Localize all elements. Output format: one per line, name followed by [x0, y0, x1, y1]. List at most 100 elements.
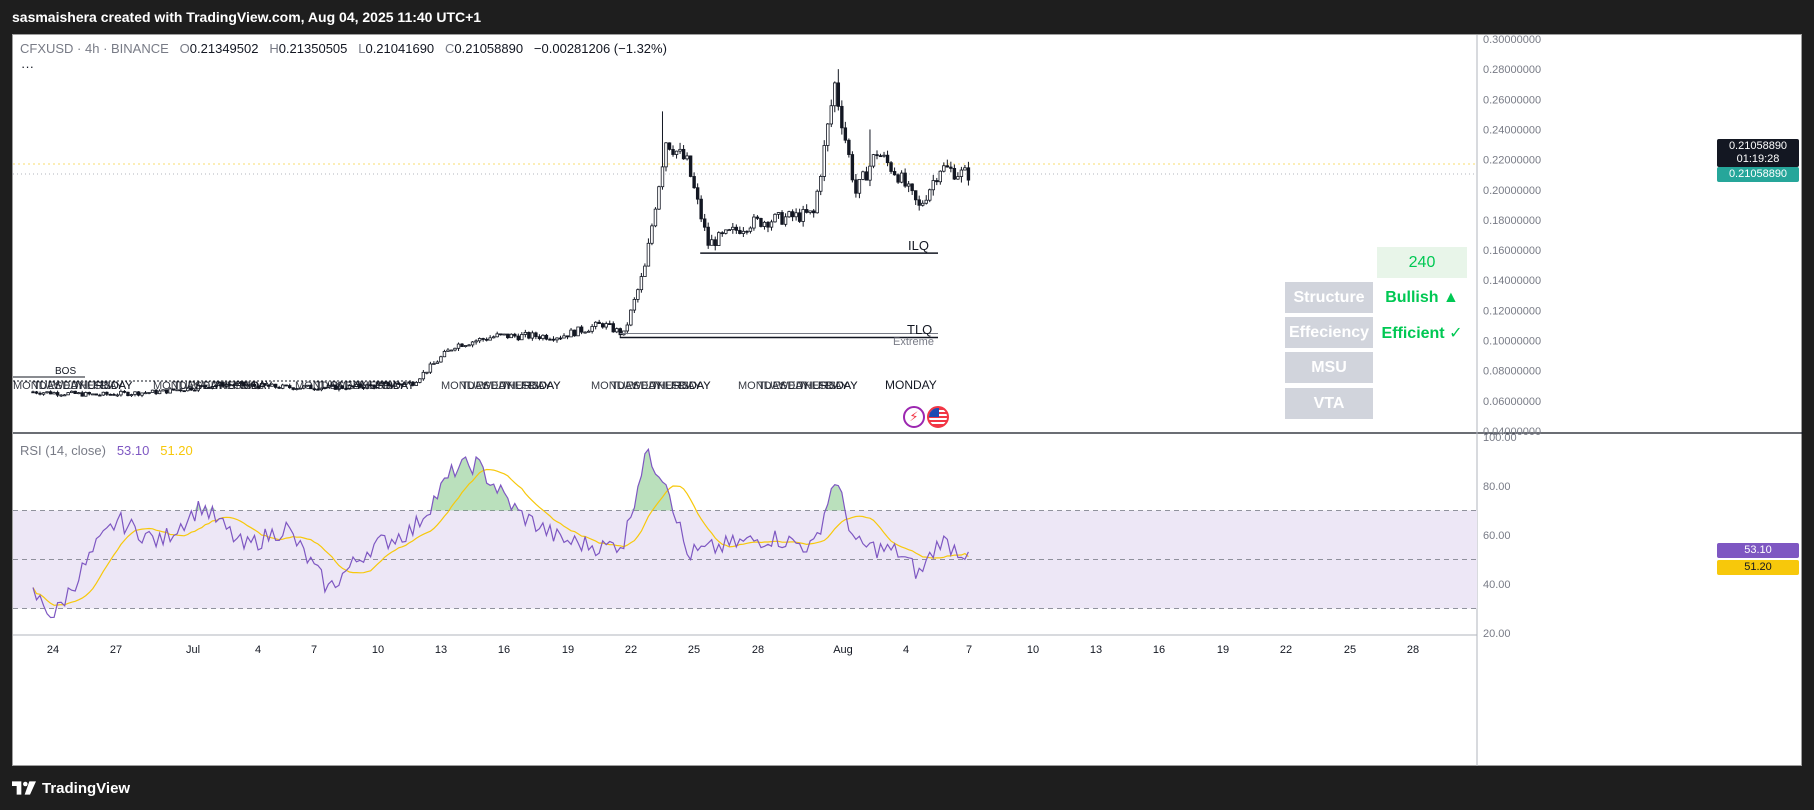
candle-body-142	[530, 332, 535, 339]
candle-body-48	[200, 385, 204, 388]
candle-body-76	[298, 387, 302, 390]
candle-body-75	[295, 388, 299, 390]
candle-body-234	[854, 179, 858, 194]
candle-body-196	[720, 232, 724, 235]
candle-body-90	[347, 385, 352, 390]
candle-body-122	[460, 343, 464, 347]
rsi-tick-4: 20.00	[1483, 628, 1511, 640]
candle-body-37	[161, 389, 165, 392]
candle-body-174	[643, 265, 647, 277]
price-tick-12: 0.06000000	[1483, 396, 1541, 408]
candle-body-59	[238, 382, 243, 384]
candle-body-16	[87, 392, 91, 395]
candle-body-139	[520, 334, 524, 341]
candle-body-93	[358, 383, 362, 388]
candle-body-14	[80, 392, 84, 397]
candle-body-250	[910, 183, 914, 192]
candle-body-131	[491, 336, 496, 339]
candle-body-149	[555, 337, 559, 341]
candle-body-110	[418, 378, 422, 383]
candle-body-246	[896, 174, 900, 183]
structure-value: Bullish ▲	[1385, 288, 1459, 306]
chart-frame[interactable]: MONDAY TUESDAY WEDNESDAY THURSDAY FRIDAY MOND…	[12, 34, 1803, 767]
candle-body-199	[731, 226, 735, 231]
candle-body-132	[495, 333, 499, 338]
candle-body-266	[966, 167, 971, 181]
time-tick-8: 19	[562, 644, 574, 656]
rsi-value: 53.10	[116, 443, 150, 458]
candle-body-137	[513, 333, 517, 337]
candle-body-23	[112, 393, 116, 396]
symbol-name[interactable]: CFXUSD · 4h · BINANCE	[20, 41, 169, 56]
price-tick-11: 0.08000000	[1483, 366, 1541, 378]
candle-body-8	[59, 394, 63, 397]
rsi-title[interactable]: RSI (14, close)	[20, 443, 106, 458]
candle-body-143	[534, 332, 538, 338]
candle-body-49	[203, 385, 208, 388]
candle-body-95	[365, 384, 369, 389]
candle-body-74	[291, 387, 295, 390]
candle-body-127	[477, 338, 482, 342]
candle-body-157	[583, 331, 587, 334]
more-indicators-button[interactable]: ···	[21, 59, 34, 74]
candle-body-104	[397, 382, 401, 385]
weekday-marker-4-1: TUESDAY	[611, 380, 663, 392]
high-value: 0.21350505	[278, 41, 348, 56]
open-label: O	[179, 41, 190, 56]
rsi-legend[interactable]: RSI (14, close) 53.10 51.20	[20, 443, 193, 458]
candle-body-34	[150, 389, 155, 393]
candle-body-187	[688, 155, 693, 177]
candle-body-115	[435, 361, 440, 364]
candle-body-83	[323, 386, 327, 389]
candle-body-209	[766, 221, 770, 228]
candle-body-24	[115, 394, 120, 397]
candle-body-162	[601, 323, 605, 328]
candle-body-112	[425, 371, 429, 374]
price-tick-6: 0.18000000	[1483, 215, 1541, 227]
change-value: −0.00281206 (−1.32%)	[533, 41, 667, 56]
candle-body-105	[400, 383, 404, 386]
candle-body-42	[178, 389, 183, 392]
candle-body-92	[354, 383, 359, 387]
candle-body-18	[94, 393, 98, 396]
candle-body-55	[224, 384, 229, 387]
lightning-event-icon[interactable]: ⚡	[903, 406, 925, 428]
rsi-ma-value: 51.20	[160, 443, 193, 458]
price-tick-8: 0.14000000	[1483, 275, 1541, 287]
time-tick-13: 4	[903, 644, 909, 656]
candle-body-193	[710, 239, 714, 246]
candle-body-223	[815, 190, 819, 214]
low-label: L	[358, 41, 366, 56]
us-flag-event-icon[interactable]	[927, 406, 949, 428]
candle-body-240	[875, 154, 879, 157]
candle-body-86	[333, 384, 338, 390]
candle-body-78	[305, 384, 309, 387]
candle-body-259	[942, 165, 946, 172]
rsi-axis-label: 53.10	[1717, 543, 1799, 558]
time-tick-2: Jul	[186, 644, 200, 656]
candle-body-173	[639, 276, 644, 291]
candle-body-11	[69, 390, 74, 394]
candle-body-117	[442, 351, 447, 358]
candle-body-219	[801, 209, 805, 222]
candle-body-94	[361, 386, 366, 389]
time-tick-11: 28	[752, 644, 764, 656]
candle-body-235	[857, 179, 862, 194]
time-tick-12: Aug	[833, 644, 853, 656]
candle-body-170	[629, 309, 633, 326]
symbol-legend[interactable]: CFXUSD · 4h · BINANCE O0.21349502 H0.213…	[20, 41, 667, 56]
timeframe-cell: 240	[1377, 247, 1467, 278]
candle-body-177	[653, 208, 658, 227]
candle-body-179	[660, 166, 665, 188]
weekday-marker-0-1: TUESDAY	[33, 380, 85, 392]
candle-body-169	[625, 324, 630, 332]
candle-body-134	[502, 333, 506, 336]
weekday-marker-4-0: MONDAY	[591, 380, 639, 392]
candle-body-87	[337, 385, 341, 390]
candle-body-260	[945, 165, 950, 168]
time-tick-5: 10	[372, 644, 384, 656]
candle-body-62	[249, 383, 253, 386]
candle-body-203	[745, 230, 749, 233]
price-tick-3: 0.24000000	[1483, 124, 1541, 136]
